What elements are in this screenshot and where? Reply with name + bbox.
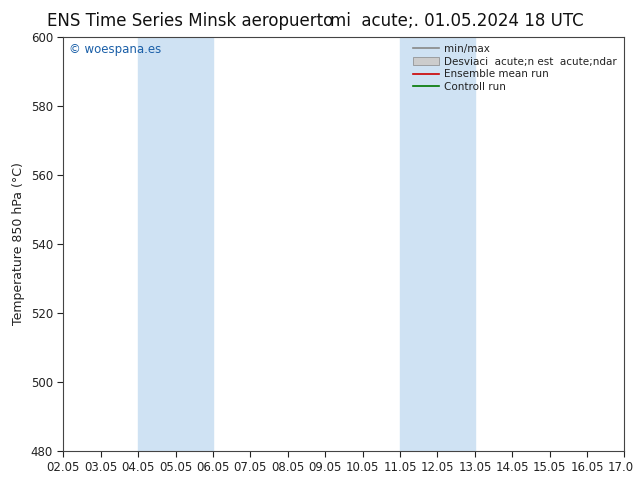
Text: mi  acute;. 01.05.2024 18 UTC: mi acute;. 01.05.2024 18 UTC bbox=[330, 12, 583, 30]
Y-axis label: Temperature 850 hPa (°C): Temperature 850 hPa (°C) bbox=[12, 162, 25, 325]
Text: ENS Time Series Minsk aeropuerto: ENS Time Series Minsk aeropuerto bbox=[47, 12, 333, 30]
Text: © woespana.es: © woespana.es bbox=[69, 43, 161, 56]
Bar bbox=[400, 37, 475, 451]
Bar bbox=[138, 37, 213, 451]
Legend: min/max, Desviaci  acute;n est  acute;ndar, Ensemble mean run, Controll run: min/max, Desviaci acute;n est acute;ndar… bbox=[411, 42, 619, 94]
